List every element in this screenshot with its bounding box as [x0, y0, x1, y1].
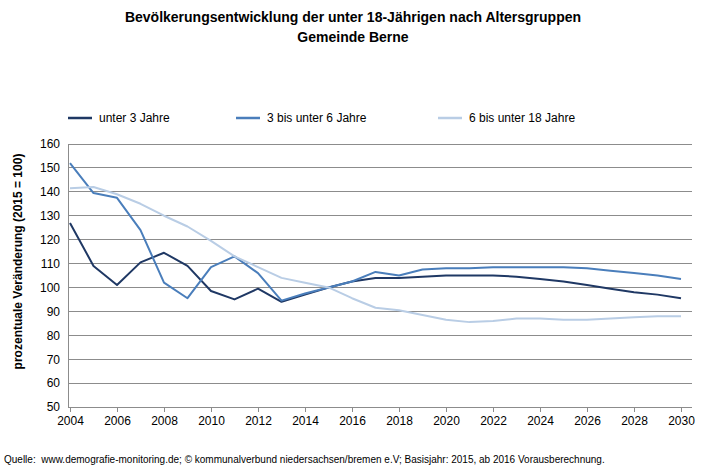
- y-tick-label: 110: [41, 257, 60, 271]
- y-tick-label: 100: [40, 281, 60, 295]
- series-line: [70, 187, 681, 322]
- x-tick: 2028: [621, 407, 648, 428]
- x-tick: 2026: [574, 407, 601, 428]
- grid: [68, 144, 692, 407]
- y-tick: 130: [40, 209, 68, 223]
- x-tick: 2012: [245, 407, 272, 428]
- grid-line: [68, 383, 692, 384]
- grid-line: [68, 359, 692, 360]
- grid-line: [68, 191, 692, 192]
- x-tick-mark: [540, 407, 541, 412]
- x-tick-label: 2006: [104, 414, 131, 428]
- y-tick: 100: [40, 281, 68, 295]
- y-tick: 110: [41, 257, 68, 271]
- x-tick-mark: [634, 407, 635, 412]
- y-tick: 90: [47, 305, 68, 319]
- x-tick-mark: [587, 407, 588, 412]
- x-tick: 2016: [339, 407, 366, 428]
- chart: Bevölkerungsentwicklung der unter 18-Jäh…: [0, 0, 706, 469]
- y-tick: 80: [47, 329, 68, 343]
- x-tick-label: 2016: [339, 414, 366, 428]
- x-tick: 2010: [198, 407, 225, 428]
- lines: [70, 163, 681, 322]
- y-axis-title: prozentuale Veränderung (2015 = 100): [11, 154, 25, 370]
- grid-line: [68, 167, 692, 168]
- y-tick-label: 60: [47, 376, 61, 390]
- series-line: [70, 163, 681, 300]
- x-tick: 2030: [668, 407, 695, 428]
- grid-line: [68, 144, 692, 145]
- x-tick-mark: [258, 407, 259, 412]
- y-tick: 150: [40, 161, 68, 175]
- title: Bevölkerungsentwicklung der unter 18-Jäh…: [125, 9, 581, 25]
- y-tick-label: 140: [40, 185, 60, 199]
- x-tick-mark: [493, 407, 494, 412]
- x-tick-mark: [117, 407, 118, 412]
- y-tick-label: 80: [47, 329, 61, 343]
- x-tick-mark: [211, 407, 212, 412]
- y-tick-label: 50: [47, 400, 61, 414]
- x-tick-label: 2030: [668, 414, 695, 428]
- grid-line: [68, 239, 692, 240]
- grid-line: [68, 263, 692, 264]
- y-tick-label: 130: [40, 209, 60, 223]
- y-axis-line: [68, 145, 69, 408]
- x-tick-label: 2020: [433, 414, 460, 428]
- grid-line: [68, 335, 692, 336]
- subtitle: Gemeinde Berne: [297, 29, 408, 45]
- x-tick-mark: [681, 407, 682, 412]
- legend: unter 3 Jahre 3 bis unter 6 Jahre 6 bis un…: [68, 111, 575, 125]
- source: Quelle: www.demografie-monitoring.de; © …: [4, 454, 605, 465]
- series-line: [70, 223, 681, 302]
- x-tick-label: 2014: [292, 414, 319, 428]
- y-tick: 70: [47, 353, 68, 367]
- y-tick-label: 120: [40, 233, 60, 247]
- x-tick-label: 2028: [621, 414, 648, 428]
- x-tick: 2024: [527, 407, 554, 428]
- legend-label: 6 bis unter 18 Jahre: [469, 111, 575, 125]
- y-tick: 60: [47, 376, 68, 390]
- y-tick-label: 150: [40, 161, 60, 175]
- legend-label: 3 bis unter 6 Jahre: [267, 111, 367, 125]
- y-tick: 160: [40, 137, 68, 151]
- legend-swatch: [68, 117, 92, 120]
- x-tick-mark: [446, 407, 447, 412]
- x-tick-label: 2024: [527, 414, 554, 428]
- x-tick: 2018: [386, 407, 413, 428]
- x-tick: 2008: [151, 407, 178, 428]
- y-axis: 50 60 70 80 90 100 110 120 130 140 150 160: [40, 137, 69, 414]
- legend-swatch: [438, 117, 462, 120]
- x-tick: 2004: [57, 407, 84, 428]
- y-tick: 140: [40, 185, 68, 199]
- x-tick: 2020: [433, 407, 460, 428]
- legend-label: unter 3 Jahre: [99, 111, 170, 125]
- x-tick-label: 2012: [245, 414, 272, 428]
- x-tick-mark: [399, 407, 400, 412]
- x-tick: 2006: [104, 407, 131, 428]
- y-tick: 50: [47, 400, 68, 414]
- grid-line: [68, 311, 692, 312]
- x-tick-mark: [352, 407, 353, 412]
- x-tick-label: 2026: [574, 414, 601, 428]
- x-tick-label: 2010: [198, 414, 225, 428]
- y-tick-label: 90: [47, 305, 61, 319]
- x-tick-label: 2008: [151, 414, 178, 428]
- x-axis-line: [71, 408, 682, 413]
- x-tick-label: 2018: [386, 414, 413, 428]
- x-tick-mark: [305, 407, 306, 412]
- y-tick: 120: [40, 233, 68, 247]
- y-tick-label: 70: [47, 353, 61, 367]
- legend-swatch: [236, 117, 260, 120]
- x-tick-label: 2022: [480, 414, 507, 428]
- x-tick-mark: [70, 407, 71, 412]
- x-tick-label: 2004: [57, 414, 84, 428]
- x-axis: 2004 2006 2008 2010 2012 2014 2016 2018 2020 2022…: [57, 407, 695, 428]
- x-tick-mark: [164, 407, 165, 412]
- x-tick: 2022: [480, 407, 507, 428]
- y-tick-label: 160: [40, 137, 60, 151]
- x-tick: 2014: [292, 407, 319, 428]
